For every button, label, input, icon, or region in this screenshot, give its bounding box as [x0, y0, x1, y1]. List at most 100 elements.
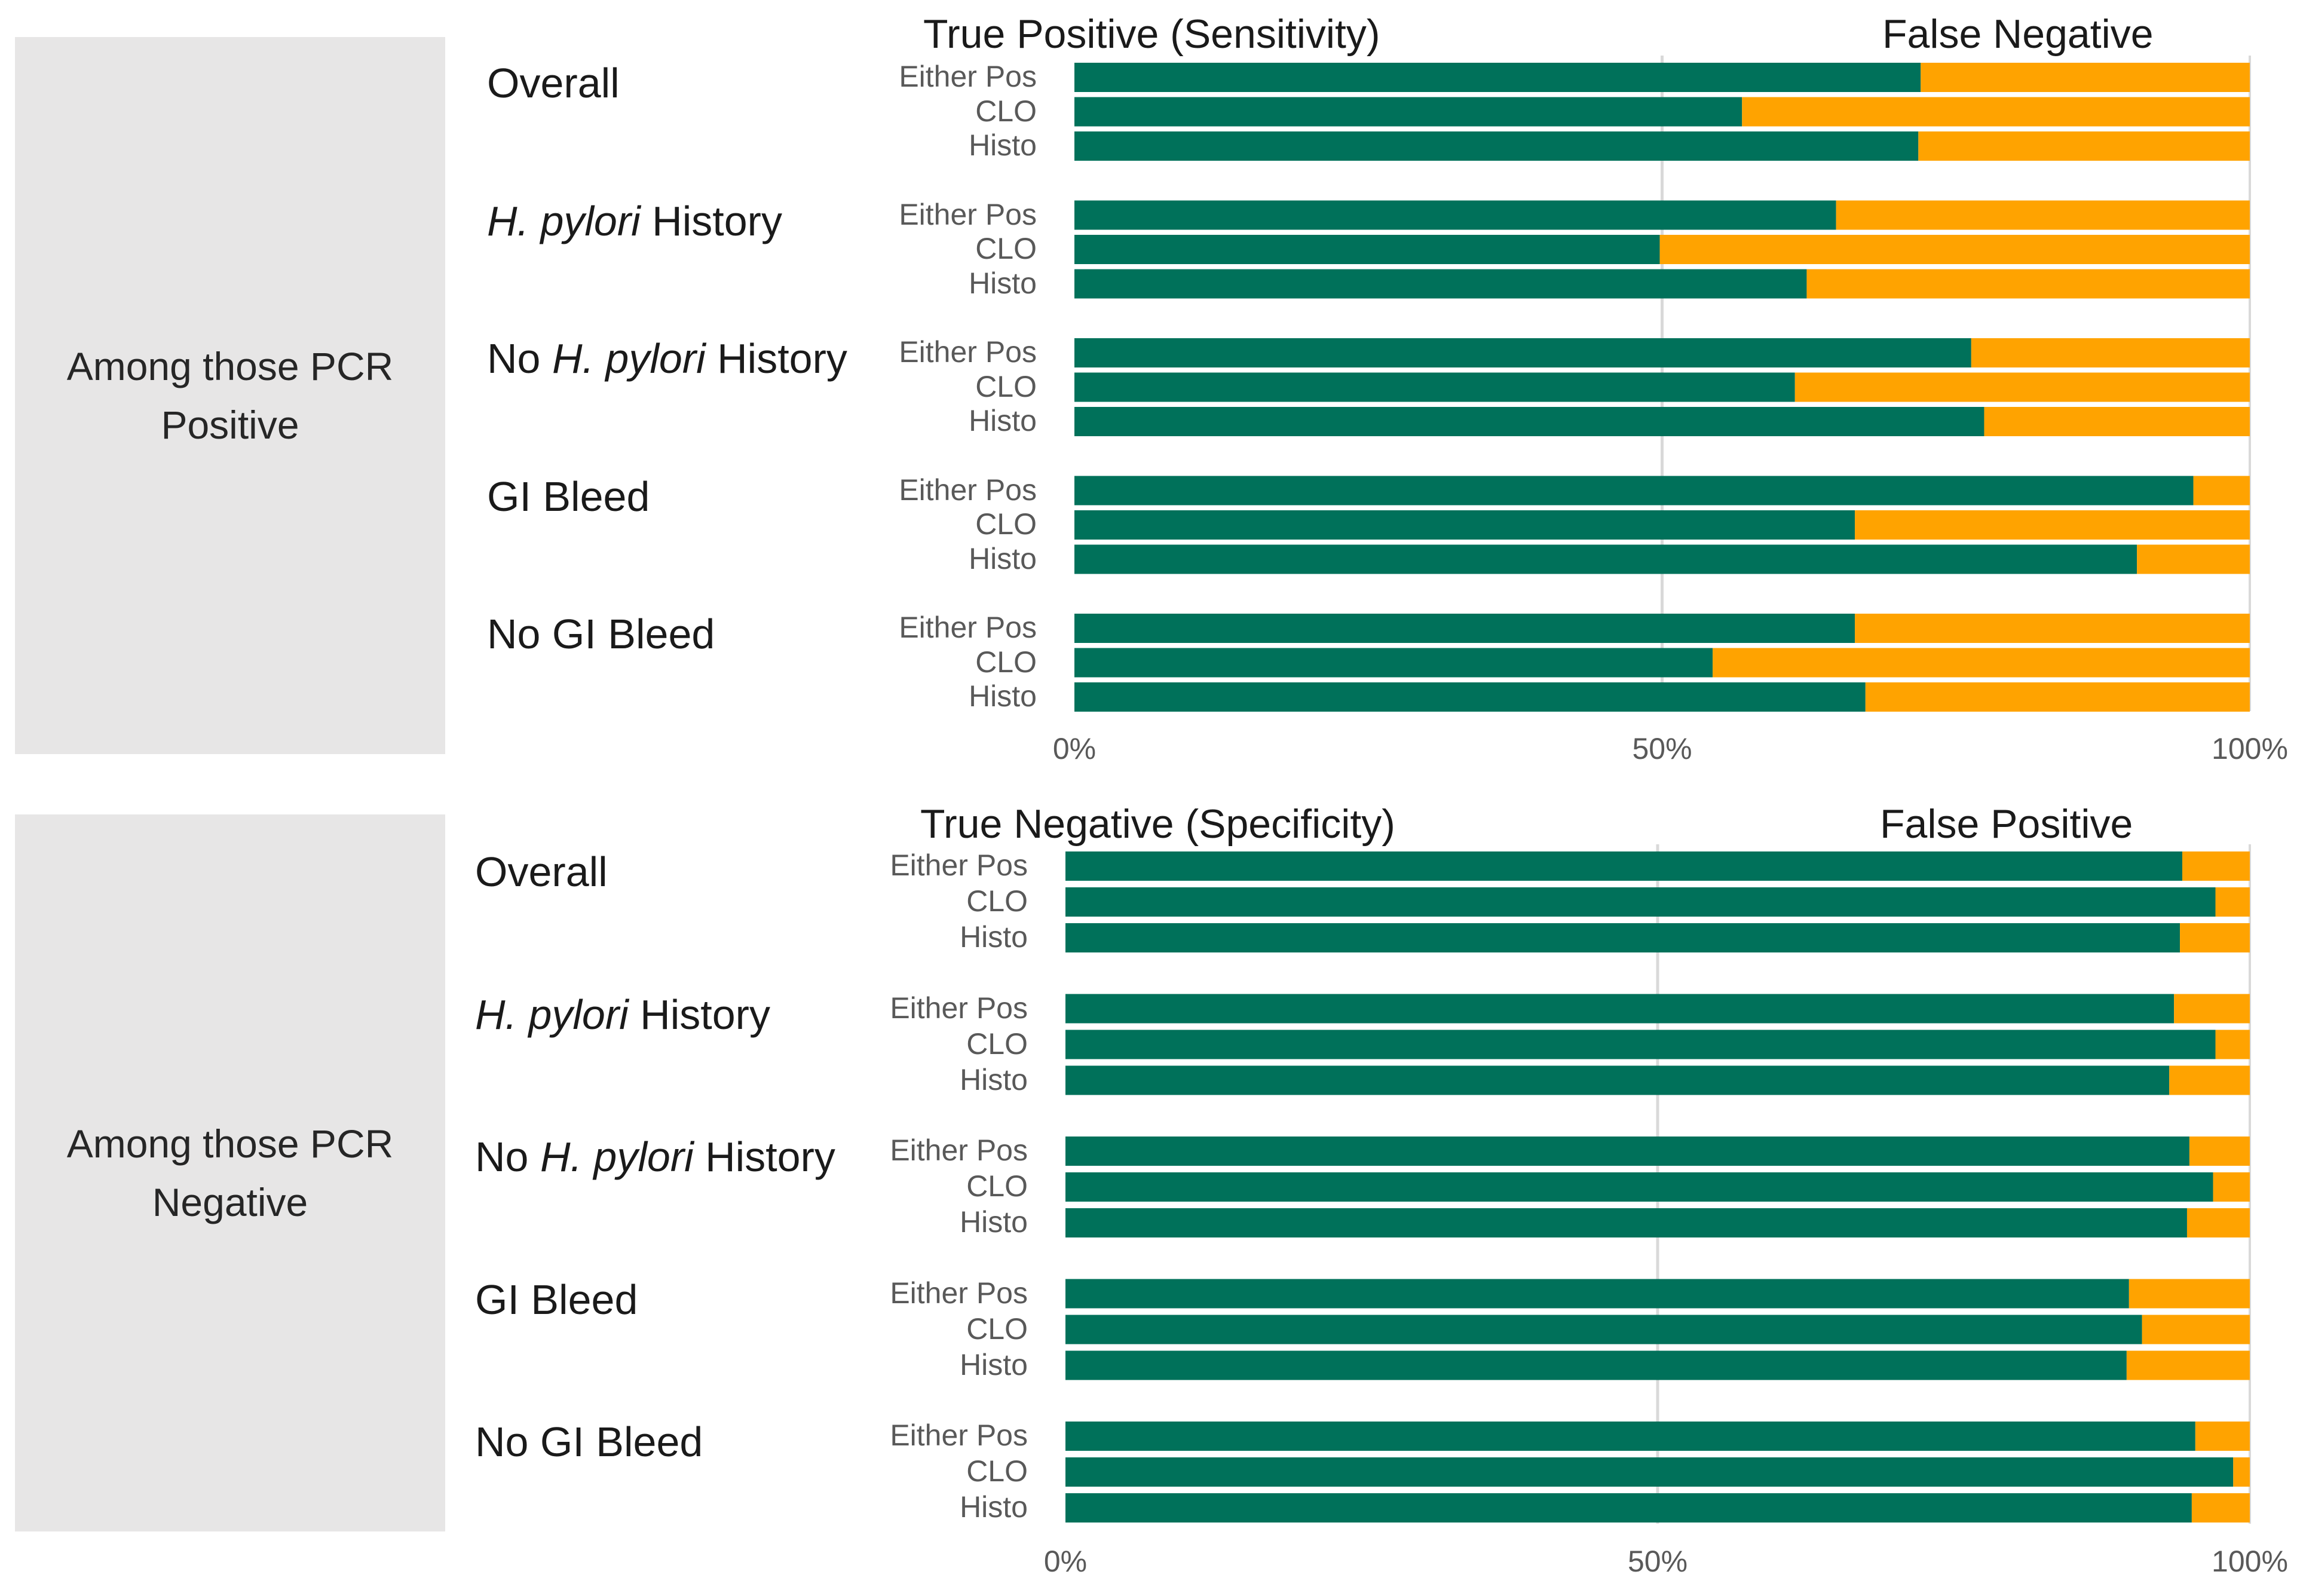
bar-segment-true — [1074, 614, 1855, 643]
series-header-1: False Positive — [1880, 801, 2133, 847]
group-label-part: History — [705, 335, 847, 382]
bar-segment-true — [1065, 923, 2180, 952]
bar-segment-true — [1065, 1172, 2213, 1202]
bar-segment-true — [1065, 1279, 2129, 1309]
bar-segment-true — [1065, 1457, 2234, 1487]
bar-label-histo: Histo — [960, 920, 1028, 954]
bar-segment-false — [2193, 476, 2250, 506]
group-label-part: History — [693, 1134, 835, 1180]
group-label-3: GI Bleed — [475, 1276, 638, 1324]
bar-segment-true — [1065, 1137, 2189, 1166]
bar-segment-false — [2174, 994, 2250, 1024]
group-label-part: Overall — [487, 60, 620, 106]
bar-segment-false — [2189, 1137, 2250, 1166]
bar-label-clo: CLO — [966, 884, 1028, 918]
x-tick-label: 100% — [2212, 1545, 2288, 1578]
bar-segment-true — [1065, 1350, 2127, 1380]
bar-label-either-pos: Either Pos — [890, 848, 1028, 882]
group-label-part: H. pylori — [475, 991, 629, 1038]
bar-segment-false — [1855, 614, 2250, 643]
bar-segment-true — [1074, 476, 2194, 506]
bar-label-histo: Histo — [969, 266, 1037, 300]
bar-segment-false — [1742, 97, 2250, 127]
bar-label-either-pos: Either Pos — [890, 991, 1028, 1025]
bar-segment-false — [1865, 682, 2250, 712]
bar-label-clo: CLO — [975, 645, 1037, 679]
group-label-2: No H. pylori History — [475, 1133, 835, 1181]
group-label-3: GI Bleed — [487, 473, 650, 520]
group-label-part: History — [640, 197, 782, 244]
bar-segment-false — [2169, 1065, 2250, 1095]
group-label-0: Overall — [475, 848, 608, 896]
bar-segment-false — [2129, 1279, 2250, 1309]
bar-segment-false — [2195, 1422, 2250, 1451]
bar-segment-false — [2186, 1208, 2250, 1237]
bar-segment-false — [1794, 372, 2250, 402]
panel-label-box: Among those PCR Positive — [15, 37, 445, 754]
x-tick-label: 100% — [2212, 732, 2288, 765]
panel-label: Among those PCR Positive — [66, 344, 394, 447]
bar-segment-true — [1074, 544, 2137, 574]
bar-segment-false — [1806, 269, 2250, 299]
bar-segment-true — [1065, 851, 2183, 881]
bar-segment-true — [1065, 1065, 2170, 1095]
panel-label: Among those PCR Negative — [66, 1122, 394, 1224]
bar-label-either-pos: Either Pos — [890, 1134, 1028, 1167]
bar-label-either-pos: Either Pos — [899, 335, 1037, 369]
bar-segment-true — [1074, 407, 1984, 436]
bar-segment-true — [1074, 338, 1971, 367]
bar-segment-true — [1074, 131, 1919, 161]
bar-segment-true — [1065, 1208, 2187, 1237]
group-label-1: H. pylori History — [487, 197, 782, 245]
bar-segment-true — [1065, 1030, 2216, 1059]
group-label-2: No H. pylori History — [487, 335, 847, 382]
bar-label-clo: CLO — [975, 507, 1037, 541]
bar-segment-true — [1074, 235, 1660, 264]
bar-label-either-pos: Either Pos — [890, 1419, 1028, 1452]
group-label-part: H. pylori — [552, 335, 706, 382]
group-label-part: GI Bleed — [487, 473, 650, 520]
bar-label-clo: CLO — [966, 1169, 1028, 1203]
x-tick-label: 0% — [1053, 732, 1096, 765]
group-label-part: No — [475, 1134, 540, 1180]
bar-segment-false — [2215, 887, 2250, 917]
group-label-part: No — [487, 335, 552, 382]
bar-label-histo: Histo — [969, 404, 1037, 437]
bar-segment-false — [2137, 544, 2250, 574]
bar-label-histo: Histo — [960, 1062, 1028, 1096]
bar-segment-true — [1074, 200, 1836, 230]
bar-segment-false — [2182, 851, 2250, 881]
bar-segment-false — [1921, 63, 2250, 92]
group-label-0: Overall — [487, 59, 620, 107]
group-label-part: No GI Bleed — [487, 611, 715, 657]
bar-segment-false — [1836, 200, 2250, 230]
bar-segment-false — [1713, 648, 2250, 678]
bar-segment-false — [2213, 1172, 2250, 1202]
bar-segment-true — [1065, 887, 2216, 917]
bar-label-clo: CLO — [966, 1454, 1028, 1488]
bar-segment-false — [1855, 510, 2250, 540]
group-label-part: GI Bleed — [475, 1276, 638, 1323]
group-label-part: H. pylori — [540, 1134, 694, 1180]
bar-segment-true — [1065, 1422, 2195, 1451]
bar-label-histo: Histo — [960, 1347, 1028, 1381]
bar-label-clo: CLO — [966, 1312, 1028, 1346]
bar-label-either-pos: Either Pos — [899, 611, 1037, 644]
group-label-part: H. pylori — [487, 197, 641, 244]
bar-segment-false — [2180, 923, 2250, 952]
series-header-0: True Negative (Specificity) — [920, 801, 1395, 847]
bar-segment-true — [1074, 682, 1866, 712]
bar-segment-true — [1074, 372, 1795, 402]
bar-segment-true — [1074, 648, 1713, 678]
bar-segment-false — [2126, 1350, 2250, 1380]
bar-label-either-pos: Either Pos — [890, 1276, 1028, 1310]
bar-label-clo: CLO — [975, 369, 1037, 403]
bar-segment-true — [1074, 97, 1742, 127]
group-label-part: No GI Bleed — [475, 1419, 703, 1465]
group-label-part: Overall — [475, 848, 608, 895]
bar-segment-true — [1074, 510, 1855, 540]
bar-segment-false — [2215, 1030, 2250, 1059]
bar-segment-true — [1074, 63, 1921, 92]
bar-label-histo: Histo — [960, 1490, 1028, 1524]
